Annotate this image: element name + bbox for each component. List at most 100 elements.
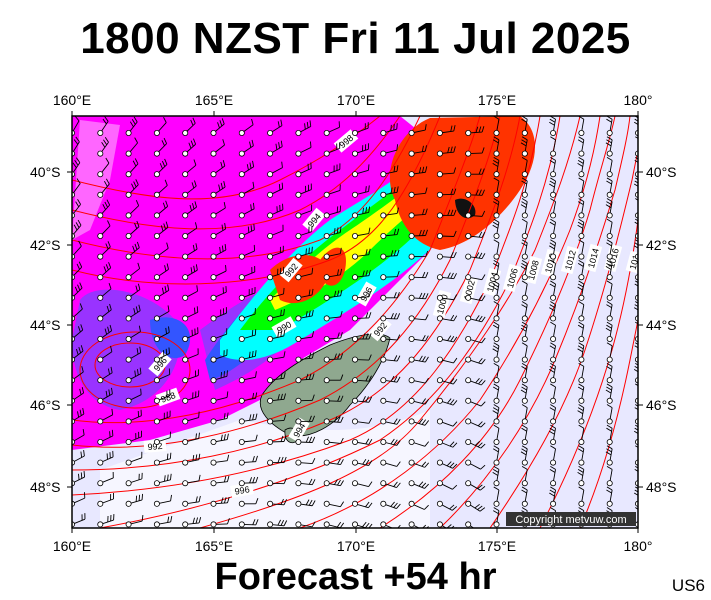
wind-barb-feather (368, 375, 372, 382)
wind-station-dot (606, 129, 613, 136)
wind-barb-feather (190, 140, 194, 147)
wind-barb-feather (77, 219, 82, 226)
wind-station-dot (323, 521, 330, 528)
wind-barb-feather (478, 315, 483, 322)
wind-barb-feather (393, 418, 398, 424)
wind-barb-feather (633, 430, 638, 434)
wind-station-dot (210, 500, 217, 507)
wind-station-dot (465, 253, 472, 260)
wind-station-dot (436, 294, 443, 301)
wind-barb-feather (365, 270, 368, 277)
wind-station-dot (606, 438, 613, 445)
wind-barb-feather (311, 479, 316, 485)
wind-station-dot (125, 356, 132, 363)
wind-barb-feather (424, 124, 427, 131)
wind-station-dot (295, 397, 302, 404)
wind-barb-feather (390, 187, 393, 194)
wind-barb-feather (393, 481, 398, 487)
wind-barb-feather (221, 224, 224, 231)
wind-station-dot (323, 171, 330, 178)
wind-barb-feather (493, 386, 499, 391)
wind-station-dot (295, 315, 302, 322)
wind-barb-feather (446, 461, 452, 467)
wind-barb-feather (477, 442, 483, 448)
wind-barb-feather (134, 158, 139, 165)
wind-station-dot (153, 294, 160, 301)
wind-station-dot (125, 521, 132, 528)
wind-barb-feather (393, 165, 396, 172)
wind-station-dot (323, 315, 330, 322)
wind-barb-feather (421, 166, 425, 173)
wind-barb-feather (549, 345, 556, 350)
wind-station-dot (351, 274, 358, 281)
wind-barb-feather (633, 183, 638, 187)
wind-barb-feather (521, 324, 527, 329)
wind-barb-feather (475, 189, 479, 196)
wind-barb-feather (219, 246, 221, 253)
wind-station-dot (351, 480, 358, 487)
wind-station-dot (153, 253, 160, 260)
wind-barb-feather (221, 118, 225, 125)
wind-barb-feather (478, 231, 483, 238)
wind-barb-feather (396, 186, 399, 193)
wind-barb-feather (278, 142, 281, 149)
wind-barb-feather (192, 454, 195, 462)
wind-barb-feather (450, 272, 454, 279)
wind-barb-feather (140, 388, 142, 395)
wind-station-dot (323, 212, 330, 219)
wind-barb-feather (577, 139, 584, 144)
wind-barb-feather (550, 259, 556, 264)
wind-barb-feather (452, 378, 458, 385)
wind-barb-feather (249, 477, 252, 484)
wind-barb-feather (195, 517, 199, 524)
wind-barb-feather (135, 285, 138, 292)
wind-barb-feather (606, 383, 613, 388)
wind-station-dot (493, 274, 500, 281)
wind-barb-feather (481, 295, 486, 301)
wind-barb-feather (101, 141, 106, 148)
wind-barb-feather (368, 312, 372, 319)
wind-barb-feather (189, 204, 192, 211)
wind-barb-feather (453, 294, 458, 300)
wind-station-dot (97, 480, 104, 487)
wind-barb-feather (481, 337, 486, 344)
wind-barb-feather (365, 186, 367, 193)
lat-label-right: 40°S (646, 164, 677, 180)
wind-barb-feather (578, 383, 585, 388)
lon-label-bottom: 170°E (336, 538, 376, 554)
wind-station-dot (238, 438, 245, 445)
wind-barb-feather (308, 499, 313, 506)
wind-barb-feather (493, 324, 499, 329)
wind-barb-feather (167, 284, 170, 291)
wind-station-dot (97, 253, 104, 260)
wind-station-dot (606, 377, 613, 384)
wind-station-dot (97, 335, 104, 342)
wind-barb-feather (549, 121, 555, 126)
wind-barb-feather (79, 409, 82, 416)
wind-station-dot (493, 232, 500, 239)
wind-station-dot (408, 253, 415, 260)
wind-barb-feather (220, 161, 223, 168)
wind-barb-feather (365, 375, 369, 382)
wind-station-dot (606, 315, 613, 322)
wind-station-dot (465, 315, 472, 322)
wind-barb-feather (253, 223, 255, 230)
wind-station-dot (97, 356, 104, 363)
wind-station-dot (182, 377, 189, 384)
wind-barb-feather (104, 137, 109, 143)
wind-barb-feather (606, 321, 613, 326)
wind-station-dot (521, 500, 528, 507)
wind-barb-feather (606, 118, 612, 123)
wind-barb-feather (605, 451, 612, 456)
wind-barb-feather (283, 414, 287, 421)
wind-barb-feather (133, 181, 137, 188)
wind-station-dot (521, 418, 528, 425)
wind-barb-feather (521, 259, 528, 264)
wind-barb-feather (450, 378, 455, 384)
wind-barb-feather (108, 389, 111, 396)
wind-barb-feather (493, 301, 500, 305)
wind-barb-feather (477, 484, 483, 490)
wind-barb-feather (453, 315, 458, 322)
wind-barb-feather (493, 239, 500, 244)
